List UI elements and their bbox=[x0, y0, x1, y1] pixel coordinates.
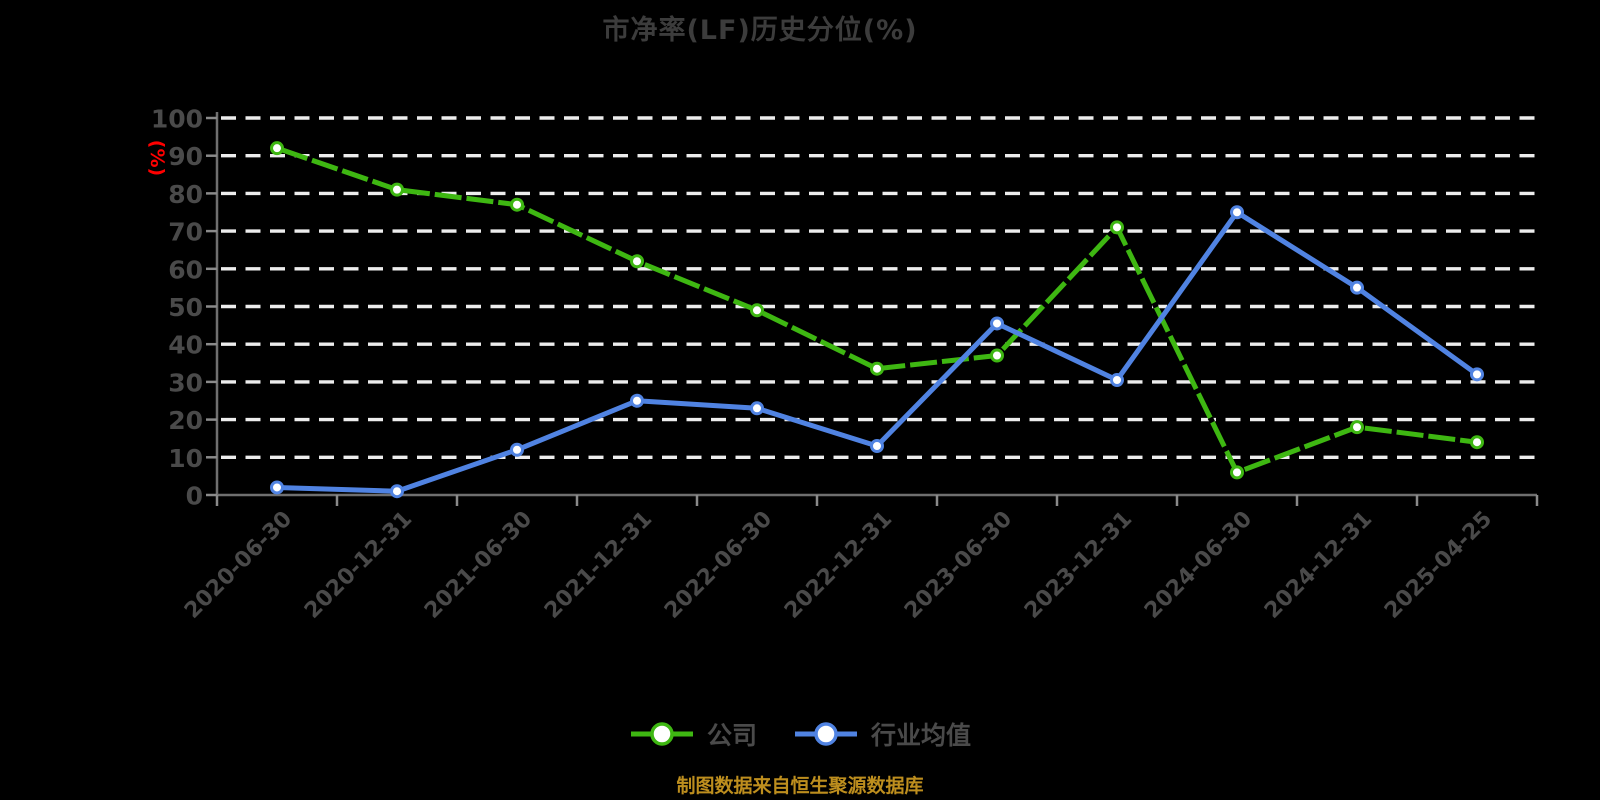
x-tick-label: 2024-12-31 bbox=[1260, 507, 1377, 624]
legend-label-industry: 行业均值 bbox=[871, 721, 972, 750]
y-tick-label: 30 bbox=[168, 368, 203, 397]
y-tick-label: 60 bbox=[168, 255, 203, 284]
company-data-point bbox=[1110, 220, 1124, 235]
company-data-point bbox=[270, 141, 284, 156]
x-tick-label: 2021-12-31 bbox=[540, 507, 657, 624]
legend: 公司 行业均值 bbox=[0, 714, 1600, 754]
x-tick-label: 2023-12-31 bbox=[1020, 507, 1137, 624]
y-tick-label: 40 bbox=[168, 331, 203, 360]
x-tick-label: 2025-04-25 bbox=[1380, 507, 1497, 624]
industry-data-point bbox=[870, 438, 884, 453]
x-tick-label: 2022-12-31 bbox=[780, 507, 897, 624]
x-tick-label: 2022-06-30 bbox=[660, 507, 777, 624]
y-tick-label: 100 bbox=[151, 105, 203, 134]
company-series-line bbox=[274, 145, 1480, 475]
x-tick-label: 2024-06-30 bbox=[1140, 507, 1257, 624]
industry-data-point bbox=[990, 316, 1004, 331]
company-data-point bbox=[1230, 465, 1244, 480]
x-tick-label: 2020-06-30 bbox=[180, 507, 297, 624]
legend-item-company: 公司 bbox=[629, 714, 757, 754]
industry-data-point bbox=[750, 401, 764, 416]
industry-data-point bbox=[1350, 280, 1364, 295]
industry-line-marker-icon bbox=[795, 722, 857, 746]
legend-item-industry: 行业均值 bbox=[793, 714, 971, 754]
industry-data-point bbox=[1470, 367, 1484, 382]
industry-data-point bbox=[1230, 205, 1244, 220]
y-tick-label: 80 bbox=[168, 180, 203, 209]
company-data-point bbox=[1470, 435, 1484, 450]
data-source-caption: 制图数据来自恒生聚源数据库 bbox=[676, 775, 924, 797]
company-data-point bbox=[390, 182, 404, 197]
chart-title: 市净率(LF)历史分位(%) bbox=[602, 15, 918, 46]
x-tick-label: 2020-12-31 bbox=[300, 507, 417, 624]
y-tick-label: 50 bbox=[168, 293, 203, 322]
company-data-point bbox=[870, 361, 884, 376]
industry-data-point bbox=[390, 484, 404, 499]
y-tick-label: 10 bbox=[168, 444, 203, 473]
y-tick-label: 70 bbox=[168, 218, 203, 247]
company-data-point bbox=[510, 197, 524, 212]
legend-label-company: 公司 bbox=[706, 721, 757, 750]
legend-marker-circle bbox=[814, 722, 838, 746]
industry-data-point bbox=[1110, 373, 1124, 388]
company-data-point bbox=[750, 303, 764, 318]
x-tick-label: 2023-06-30 bbox=[900, 507, 1017, 624]
industry-data-point bbox=[510, 442, 524, 457]
y-tick-label: 0 bbox=[186, 482, 203, 511]
y-tick-label: 20 bbox=[168, 406, 203, 435]
x-tick-label: 2021-06-30 bbox=[420, 507, 537, 624]
industry-data-point bbox=[270, 480, 284, 495]
company-data-point bbox=[630, 254, 644, 269]
industry-data-point bbox=[630, 393, 644, 408]
company-line-marker-icon bbox=[630, 722, 693, 746]
legend-marker-circle bbox=[650, 722, 674, 746]
y-tick-label: 90 bbox=[168, 142, 203, 171]
company-data-point bbox=[1350, 420, 1364, 435]
company-data-point bbox=[990, 348, 1004, 363]
